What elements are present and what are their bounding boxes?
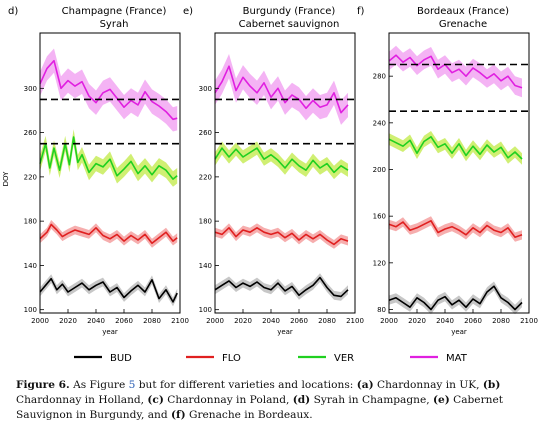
panel-d-bud-line (39, 277, 178, 303)
panel-e-ytick-label-220: 220 (199, 173, 212, 181)
panel-f-subtitle: Grenache (439, 19, 487, 30)
caption-ref-a: (a) (356, 379, 374, 391)
panel-e-flo-line (214, 227, 349, 246)
panel-e-ver-line (214, 147, 349, 174)
panel-e-xtick-label-2100: 2100 (346, 317, 364, 325)
panel-d-xtick-label-2100: 2100 (171, 317, 189, 325)
panel-d-frame (39, 32, 181, 314)
panel-d-flo-line (39, 223, 178, 245)
panel-f-xlabel: year (451, 328, 467, 336)
panel-f-bud-line (388, 285, 523, 311)
panel-f-ytick-label-200: 200 (373, 166, 386, 174)
panel-d-xtick-label-2040: 2040 (87, 317, 105, 325)
panel-f-xtick-label-2020: 2020 (408, 317, 426, 325)
panel-f-label: f) (357, 6, 365, 17)
panel-f-mat-line (388, 54, 523, 89)
panel-e-flo-band (215, 223, 348, 249)
panel-f-ver-line (388, 136, 523, 160)
panel-f-xtick-label-2080: 2080 (492, 317, 510, 325)
panel-d-ytick-label-100: 100 (24, 306, 37, 314)
panel-e-xtick-label-2040: 2040 (262, 317, 280, 325)
panel-f-ytick-label-160: 160 (373, 213, 386, 221)
panel-d-ytick-label-220: 220 (24, 173, 37, 181)
panel-e-xtick-label-2060: 2060 (290, 317, 308, 325)
figure-caption: Figure 6. As Figure 5 but for different … (16, 378, 534, 423)
panel-e-xtick-label-2020: 2020 (234, 317, 252, 325)
legend-bud-label: BUD (110, 353, 132, 364)
panel-e-label: e) (183, 6, 193, 17)
caption-text-2: but for different varieties and location… (135, 379, 357, 391)
panel-f-xtick-label-2060: 2060 (464, 317, 482, 325)
panel-f-ytick-label-120: 120 (373, 259, 386, 267)
panel-e-xtick-label-2000: 2000 (206, 317, 224, 325)
panel-d-ver-line (39, 136, 178, 180)
panel-e-frame (214, 32, 356, 314)
panel-d-mat-line (39, 59, 178, 121)
caption-label: Figure 6. (16, 379, 70, 391)
panel-d-xtick-label-2060: 2060 (115, 317, 133, 325)
panel-e-xlabel: year (277, 328, 293, 336)
panel-e-title: Burgundy (France) (243, 6, 336, 17)
panel-d-ytick-label-140: 140 (24, 262, 37, 270)
panel-e-bud-line (214, 276, 349, 298)
legend-ver-label: VER (334, 353, 354, 364)
panel-e-mat-band (215, 54, 348, 125)
panel-f-flo-line (388, 220, 523, 238)
panel-e-ytick-label-100: 100 (199, 306, 212, 314)
panel-f-xtick-label-2100: 2100 (520, 317, 538, 325)
caption-ref-f: (f) (171, 409, 186, 421)
panel-d-flo-band (40, 220, 178, 248)
legend-flo-label: FLO (222, 353, 241, 364)
caption-desc-e: Cabernet Sauvignon in Burgundy, and (16, 394, 503, 421)
caption-ref-e: (e) (432, 394, 450, 406)
panel-f-frame (388, 32, 530, 314)
panel-e-ytick-label-180: 180 (199, 218, 212, 226)
panel-e-ytick-label-300: 300 (199, 85, 212, 93)
panel-e-mat-line (214, 65, 349, 114)
caption-desc-d: Syrah in Champagne, (310, 394, 433, 406)
panel-e-ytick-label-140: 140 (199, 262, 212, 270)
panel-d-label: d) (8, 6, 18, 17)
caption-figure-link[interactable]: 5 (128, 379, 136, 391)
panel-f-ytick-label-240: 240 (373, 119, 386, 127)
panel-d-ytick-label-260: 260 (24, 129, 37, 137)
figure-6-panels: d) Champagne (France) Syrah 100 140 180 220 260… (2, 6, 538, 364)
legend-mat-label: MAT (446, 353, 468, 364)
caption-desc-f: Grenache in Bordeaux. (185, 409, 313, 421)
panel-d-ytick-label-300: 300 (24, 85, 37, 93)
panel-d-xtick-label-2020: 2020 (59, 317, 77, 325)
caption-desc-c: Chardonnay in Poland, (163, 394, 293, 406)
panel-d-title: Champagne (France) (62, 6, 167, 17)
panel-d-xlabel: year (102, 328, 118, 336)
panel-e-xtick-label-2080: 2080 (318, 317, 336, 325)
panel-e-ver-band (215, 141, 348, 180)
panel-d-ylabel: DOY (2, 171, 10, 187)
panel-f-xtick-label-2040: 2040 (436, 317, 454, 325)
panel-e-ytick-label-260: 260 (199, 129, 212, 137)
panel-d-subtitle: Syrah (100, 19, 129, 30)
caption-desc-a: Chardonnay in UK, (373, 379, 483, 391)
panel-f-title: Bordeaux (France) (417, 6, 509, 17)
panel-d-xtick-label-2080: 2080 (143, 317, 161, 325)
caption-text-1: As Figure (69, 379, 129, 391)
panel-e-subtitle: Cabernet sauvignon (239, 19, 340, 30)
panel-f-ytick-label-280: 280 (373, 73, 386, 81)
panel-d-ytick-label-180: 180 (24, 218, 37, 226)
caption-desc-b: Chardonnay in Holland, (16, 394, 148, 406)
caption-ref-d: (d) (292, 394, 311, 406)
caption-ref-b: (b) (482, 379, 501, 391)
panel-d-ver-band (40, 129, 178, 187)
caption-ref-c: (c) (147, 394, 164, 406)
panel-f-ytick-label-80: 80 (377, 306, 386, 314)
panel-d-xtick-label-2000: 2000 (31, 317, 49, 325)
panel-f-xtick-label-2000: 2000 (380, 317, 398, 325)
